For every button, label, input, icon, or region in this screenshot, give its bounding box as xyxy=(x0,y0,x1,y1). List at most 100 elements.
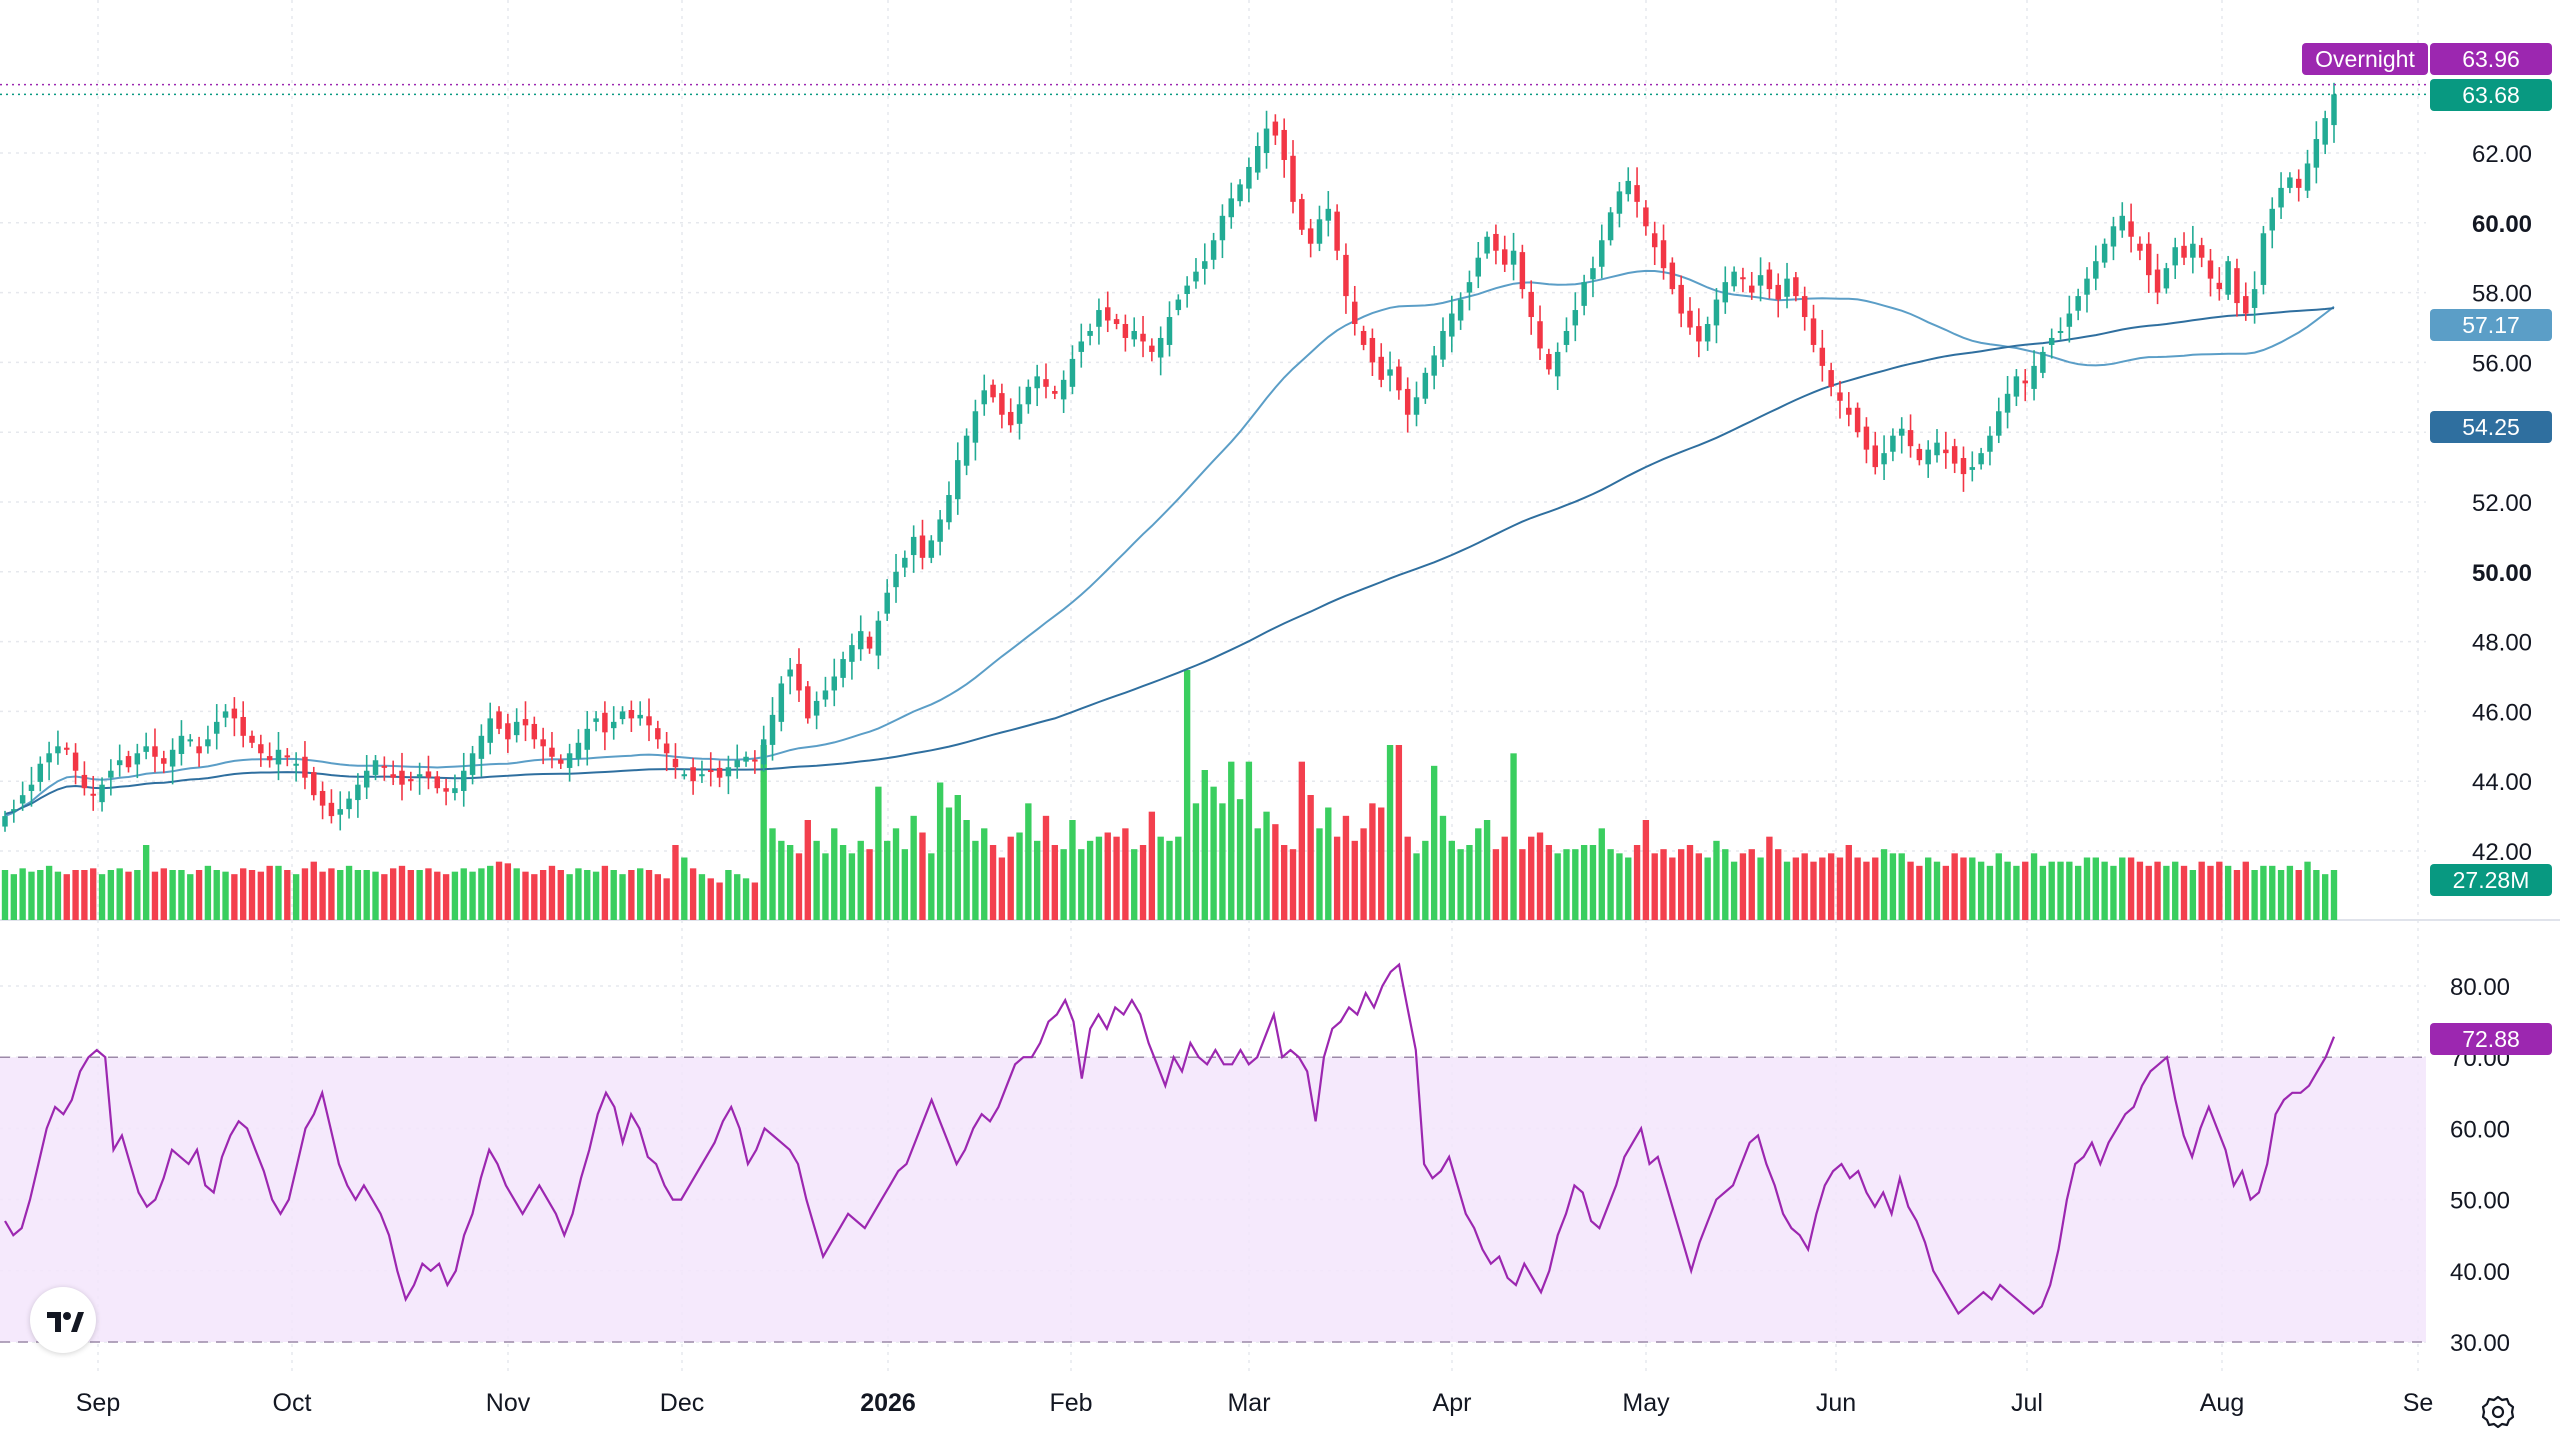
candle[interactable] xyxy=(805,681,811,724)
candle[interactable] xyxy=(161,750,167,774)
candle[interactable] xyxy=(655,720,661,749)
candle[interactable] xyxy=(2181,232,2187,266)
candle[interactable] xyxy=(372,755,379,781)
candle[interactable] xyxy=(1801,286,1808,331)
candle[interactable] xyxy=(1060,370,1067,414)
candle[interactable] xyxy=(1669,257,1676,295)
candle[interactable] xyxy=(734,744,740,779)
candle[interactable] xyxy=(725,755,732,795)
candle[interactable] xyxy=(1113,313,1120,330)
candle[interactable] xyxy=(2093,245,2099,291)
candle[interactable] xyxy=(1951,438,1958,474)
candle[interactable] xyxy=(1502,235,1508,273)
candle[interactable] xyxy=(1466,270,1473,311)
candle[interactable] xyxy=(2331,82,2337,143)
candle[interactable] xyxy=(302,741,308,790)
candle[interactable] xyxy=(1352,285,1358,336)
candle[interactable] xyxy=(1272,114,1279,145)
candle[interactable] xyxy=(1175,294,1182,316)
candle[interactable] xyxy=(1881,435,1887,481)
candle[interactable] xyxy=(381,756,388,781)
candle[interactable] xyxy=(1184,276,1190,308)
candle[interactable] xyxy=(1228,182,1234,229)
candle[interactable] xyxy=(1096,298,1102,345)
candle[interactable] xyxy=(955,442,961,515)
candle[interactable] xyxy=(1404,377,1411,433)
candle[interactable] xyxy=(2295,169,2302,202)
candle[interactable] xyxy=(743,751,749,767)
candle[interactable] xyxy=(1131,317,1137,347)
tradingview-logo[interactable] xyxy=(30,1287,96,1353)
candle[interactable] xyxy=(1334,204,1340,261)
candle[interactable] xyxy=(910,525,917,573)
candle[interactable] xyxy=(1554,342,1561,390)
candle[interactable] xyxy=(1122,314,1129,352)
candle[interactable] xyxy=(540,727,546,765)
candle[interactable] xyxy=(2013,369,2020,407)
candle[interactable] xyxy=(2278,172,2284,219)
candle[interactable] xyxy=(1246,157,1252,203)
candle[interactable] xyxy=(699,760,705,783)
candle[interactable] xyxy=(1493,224,1499,265)
candle[interactable] xyxy=(196,736,202,767)
candle[interactable] xyxy=(2110,216,2117,261)
candle[interactable] xyxy=(1943,431,1949,469)
candle[interactable] xyxy=(399,752,405,801)
candle[interactable] xyxy=(1140,315,1146,358)
candle[interactable] xyxy=(1907,414,1914,458)
candle[interactable] xyxy=(2004,376,2011,429)
candle[interactable] xyxy=(363,755,370,799)
candle[interactable] xyxy=(311,766,317,801)
candle[interactable] xyxy=(690,757,696,795)
candle[interactable] xyxy=(2,810,8,832)
candle[interactable] xyxy=(2172,237,2178,279)
candle[interactable] xyxy=(90,775,96,811)
candle[interactable] xyxy=(1828,362,1834,397)
candle[interactable] xyxy=(1449,295,1455,353)
candle[interactable] xyxy=(2101,238,2108,268)
candle[interactable] xyxy=(875,611,882,670)
candle[interactable] xyxy=(416,762,423,795)
candle[interactable] xyxy=(37,756,44,792)
candle[interactable] xyxy=(1457,292,1464,330)
candle[interactable] xyxy=(434,771,441,794)
candle[interactable] xyxy=(328,789,335,824)
candle[interactable] xyxy=(1034,364,1040,407)
candle[interactable] xyxy=(1713,288,1720,344)
candle[interactable] xyxy=(990,379,996,403)
candle[interactable] xyxy=(213,704,220,750)
candle[interactable] xyxy=(1687,297,1693,335)
candle[interactable] xyxy=(81,761,88,796)
candle[interactable] xyxy=(1704,316,1711,351)
candle[interactable] xyxy=(169,738,176,785)
candle[interactable] xyxy=(999,383,1005,429)
candle[interactable] xyxy=(443,778,449,806)
candle[interactable] xyxy=(1413,381,1420,427)
candle[interactable] xyxy=(1396,359,1402,400)
candle[interactable] xyxy=(981,374,987,416)
candle[interactable] xyxy=(637,701,643,726)
candle[interactable] xyxy=(1105,291,1111,333)
candle[interactable] xyxy=(972,399,979,461)
candle[interactable] xyxy=(1149,338,1155,362)
candle[interactable] xyxy=(1087,323,1093,346)
candle[interactable] xyxy=(1960,446,1967,492)
candle[interactable] xyxy=(1987,426,1993,466)
candle[interactable] xyxy=(593,711,599,732)
candle[interactable] xyxy=(708,752,714,787)
candle[interactable] xyxy=(857,615,864,661)
candle[interactable] xyxy=(1510,232,1517,281)
time-axis[interactable]: Sep Oct Nov Dec 2026 Feb Mar Apr May Jun Jul Aug Se xyxy=(76,1389,2434,1417)
candle[interactable] xyxy=(1563,317,1570,353)
candle[interactable] xyxy=(778,676,785,732)
candle[interactable] xyxy=(1475,241,1482,289)
candle[interactable] xyxy=(566,743,573,782)
candle[interactable] xyxy=(28,766,35,807)
candle[interactable] xyxy=(249,730,255,749)
candle[interactable] xyxy=(152,728,158,773)
candle[interactable] xyxy=(752,750,758,774)
candle[interactable] xyxy=(1325,191,1332,237)
candle[interactable] xyxy=(769,697,776,761)
candle[interactable] xyxy=(1819,329,1826,382)
candle[interactable] xyxy=(1007,398,1014,433)
